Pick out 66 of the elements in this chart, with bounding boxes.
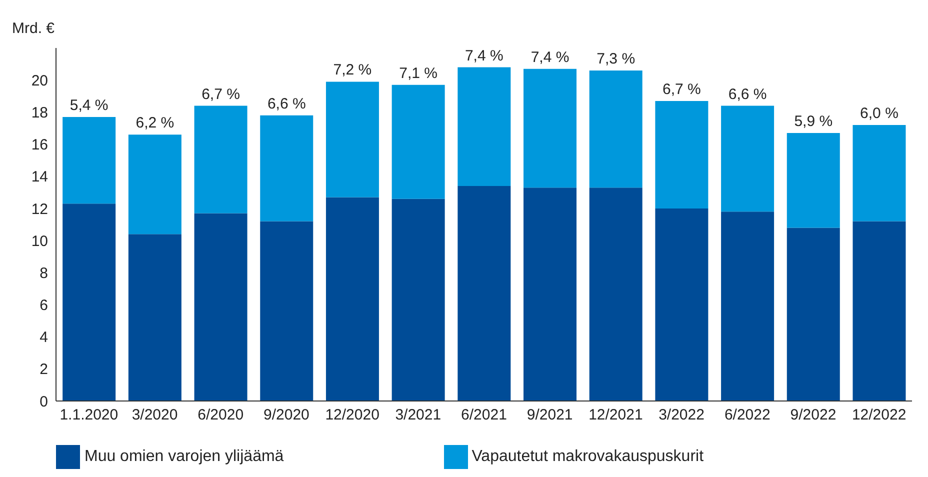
data-label: 7,3 %	[596, 50, 636, 68]
data-label: 6,7 %	[202, 86, 240, 103]
bar	[260, 115, 314, 222]
data-label: 7,4 %	[530, 48, 570, 66]
x-tick-label: 1.1.2020	[60, 406, 118, 424]
y-axis-title: Mrd. €	[12, 20, 55, 37]
legend-label: Vapautetut makrovakauspuskurit	[472, 448, 704, 466]
data-label: 7,4 %	[464, 47, 504, 64]
bar	[194, 213, 248, 401]
data-label: 5,9 %	[794, 113, 833, 130]
bar	[392, 198, 445, 401]
bar	[786, 133, 840, 228]
bar	[655, 100, 708, 208]
data-label: 6,7 %	[662, 80, 701, 98]
y-tick-label: 6	[40, 297, 48, 314]
y-tick-label: 14	[31, 168, 48, 186]
x-tick-label: 9/2022	[790, 406, 836, 424]
legend-label: Muu omien varojen ylijäämä	[84, 448, 284, 466]
y-tick-label: 4	[40, 329, 48, 346]
bar	[524, 68, 577, 188]
bar	[589, 188, 642, 401]
x-tick-label: 3/2021	[395, 406, 442, 424]
bar	[326, 197, 379, 401]
x-tick-label: 6/2022	[724, 406, 770, 424]
data-label: 6,6 %	[267, 95, 306, 112]
bar	[524, 188, 577, 401]
bar	[786, 228, 840, 401]
x-tick-label: 12/2022	[852, 406, 906, 424]
bar	[655, 208, 708, 401]
y-tick-label: 10	[31, 232, 48, 250]
y-tick-label: 18	[31, 104, 48, 122]
bar	[721, 212, 774, 401]
data-label: 6,0 %	[860, 105, 898, 122]
x-tick-label: 3/2020	[132, 406, 178, 424]
bar	[260, 221, 314, 401]
x-tick-label: 9/2020	[264, 406, 310, 424]
bar	[392, 84, 445, 199]
bar	[128, 134, 182, 234]
bar	[128, 234, 182, 401]
x-tick-label: 3/2022	[658, 406, 704, 424]
data-label: 7,1 %	[399, 64, 438, 82]
y-tick-label: 8	[40, 264, 48, 282]
x-tick-label: 12/2020	[325, 406, 380, 424]
bar	[721, 106, 774, 212]
bar	[62, 204, 116, 401]
bar	[589, 70, 642, 188]
data-label: 5,4 %	[70, 96, 108, 114]
x-tick-label: 9/2021	[526, 406, 573, 424]
bar	[852, 125, 906, 222]
x-tick-label: 6/2021	[461, 406, 507, 424]
y-tick-label: 2	[40, 361, 48, 378]
y-tick-label: 12	[31, 200, 48, 218]
bar	[852, 221, 906, 401]
data-label: 7,2 %	[333, 62, 372, 79]
y-tick-label: 0	[40, 393, 48, 410]
y-tick-label: 16	[31, 136, 48, 154]
bar	[194, 106, 248, 214]
data-label: 6,6 %	[728, 86, 767, 103]
y-tick-label: 20	[31, 72, 48, 90]
bar	[458, 67, 511, 186]
data-label: 6,2 %	[136, 114, 174, 132]
bar	[458, 186, 511, 401]
bar	[326, 82, 379, 198]
bar	[62, 116, 116, 204]
x-tick-label: 12/2021	[588, 406, 643, 424]
x-tick-label: 6/2020	[198, 406, 244, 424]
